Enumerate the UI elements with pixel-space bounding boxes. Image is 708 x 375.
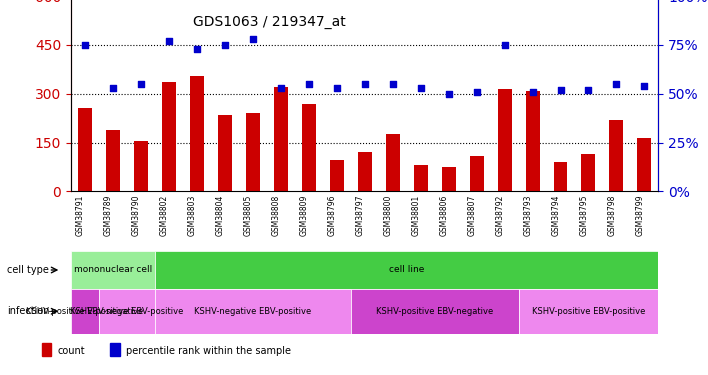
FancyBboxPatch shape: [518, 289, 658, 334]
Point: [443, 91, 455, 97]
Bar: [413, 165, 428, 191]
Text: cell line: cell line: [389, 266, 424, 274]
Bar: [246, 113, 260, 191]
Bar: [358, 152, 372, 191]
Point: [387, 81, 399, 87]
Text: mononuclear cell: mononuclear cell: [74, 266, 152, 274]
Text: GSM38807: GSM38807: [467, 194, 476, 236]
Point: [107, 85, 118, 91]
Text: KSHV-positive EBV-positive: KSHV-positive EBV-positive: [532, 307, 645, 316]
Text: GSM38802: GSM38802: [160, 194, 169, 236]
Bar: [302, 104, 316, 191]
Bar: [218, 115, 232, 191]
FancyBboxPatch shape: [71, 251, 155, 289]
Text: KSHV-positive EBV-negative: KSHV-positive EBV-negative: [376, 307, 493, 316]
FancyBboxPatch shape: [155, 289, 350, 334]
Text: KSHV-positive EBV-negative: KSHV-positive EBV-negative: [26, 307, 144, 316]
Text: GSM38800: GSM38800: [384, 194, 393, 236]
Point: [247, 36, 258, 42]
Bar: [134, 141, 148, 191]
Point: [135, 81, 147, 87]
Point: [191, 46, 202, 52]
Text: count: count: [57, 346, 85, 355]
Text: cell type: cell type: [7, 265, 49, 275]
Bar: [469, 156, 484, 191]
Text: GSM38793: GSM38793: [523, 194, 532, 236]
Bar: [525, 90, 539, 191]
Bar: [274, 87, 287, 191]
Text: GSM38806: GSM38806: [440, 194, 449, 236]
Bar: [42, 343, 51, 356]
Point: [555, 87, 566, 93]
FancyBboxPatch shape: [350, 289, 518, 334]
Bar: [190, 76, 204, 191]
Point: [303, 81, 314, 87]
Point: [499, 42, 510, 48]
Text: GDS1063 / 219347_at: GDS1063 / 219347_at: [193, 15, 346, 29]
Point: [639, 83, 650, 89]
Point: [583, 87, 594, 93]
Bar: [330, 160, 343, 191]
Text: GSM38804: GSM38804: [216, 194, 224, 236]
Text: GSM38801: GSM38801: [411, 194, 421, 236]
Point: [331, 85, 342, 91]
Text: GSM38796: GSM38796: [328, 194, 336, 236]
Text: GSM38792: GSM38792: [496, 194, 505, 236]
Bar: [105, 129, 120, 191]
FancyBboxPatch shape: [71, 289, 99, 334]
Text: GSM38789: GSM38789: [104, 194, 113, 236]
Bar: [498, 89, 512, 191]
Text: GSM38809: GSM38809: [299, 194, 309, 236]
Point: [359, 81, 370, 87]
Text: KSHV-positive EBV-positive: KSHV-positive EBV-positive: [70, 307, 183, 316]
Text: GSM38798: GSM38798: [607, 194, 617, 236]
Bar: [386, 134, 399, 191]
Bar: [554, 162, 568, 191]
Point: [415, 85, 426, 91]
Point: [275, 85, 286, 91]
Bar: [110, 343, 120, 356]
Text: GSM38803: GSM38803: [188, 194, 197, 236]
Text: GSM38799: GSM38799: [636, 194, 644, 236]
Point: [79, 42, 91, 48]
Point: [163, 38, 174, 44]
Text: GSM38808: GSM38808: [272, 194, 280, 236]
Bar: [637, 138, 651, 191]
Point: [471, 89, 482, 95]
Point: [611, 81, 622, 87]
FancyBboxPatch shape: [99, 289, 155, 334]
FancyBboxPatch shape: [155, 251, 658, 289]
Bar: [78, 108, 92, 191]
Text: GSM38790: GSM38790: [132, 194, 141, 236]
Text: KSHV-negative EBV-positive: KSHV-negative EBV-positive: [194, 307, 312, 316]
Point: [219, 42, 230, 48]
Text: GSM38805: GSM38805: [244, 194, 253, 236]
Text: GSM38795: GSM38795: [579, 194, 588, 236]
Bar: [442, 167, 455, 191]
Text: GSM38791: GSM38791: [76, 194, 85, 236]
Text: percentile rank within the sample: percentile rank within the sample: [126, 346, 291, 355]
Text: infection: infection: [7, 306, 50, 316]
Bar: [581, 154, 595, 191]
Text: GSM38794: GSM38794: [552, 194, 561, 236]
Point: [527, 89, 538, 95]
Bar: [610, 120, 624, 191]
Bar: [161, 82, 176, 191]
Text: GSM38797: GSM38797: [355, 194, 365, 236]
